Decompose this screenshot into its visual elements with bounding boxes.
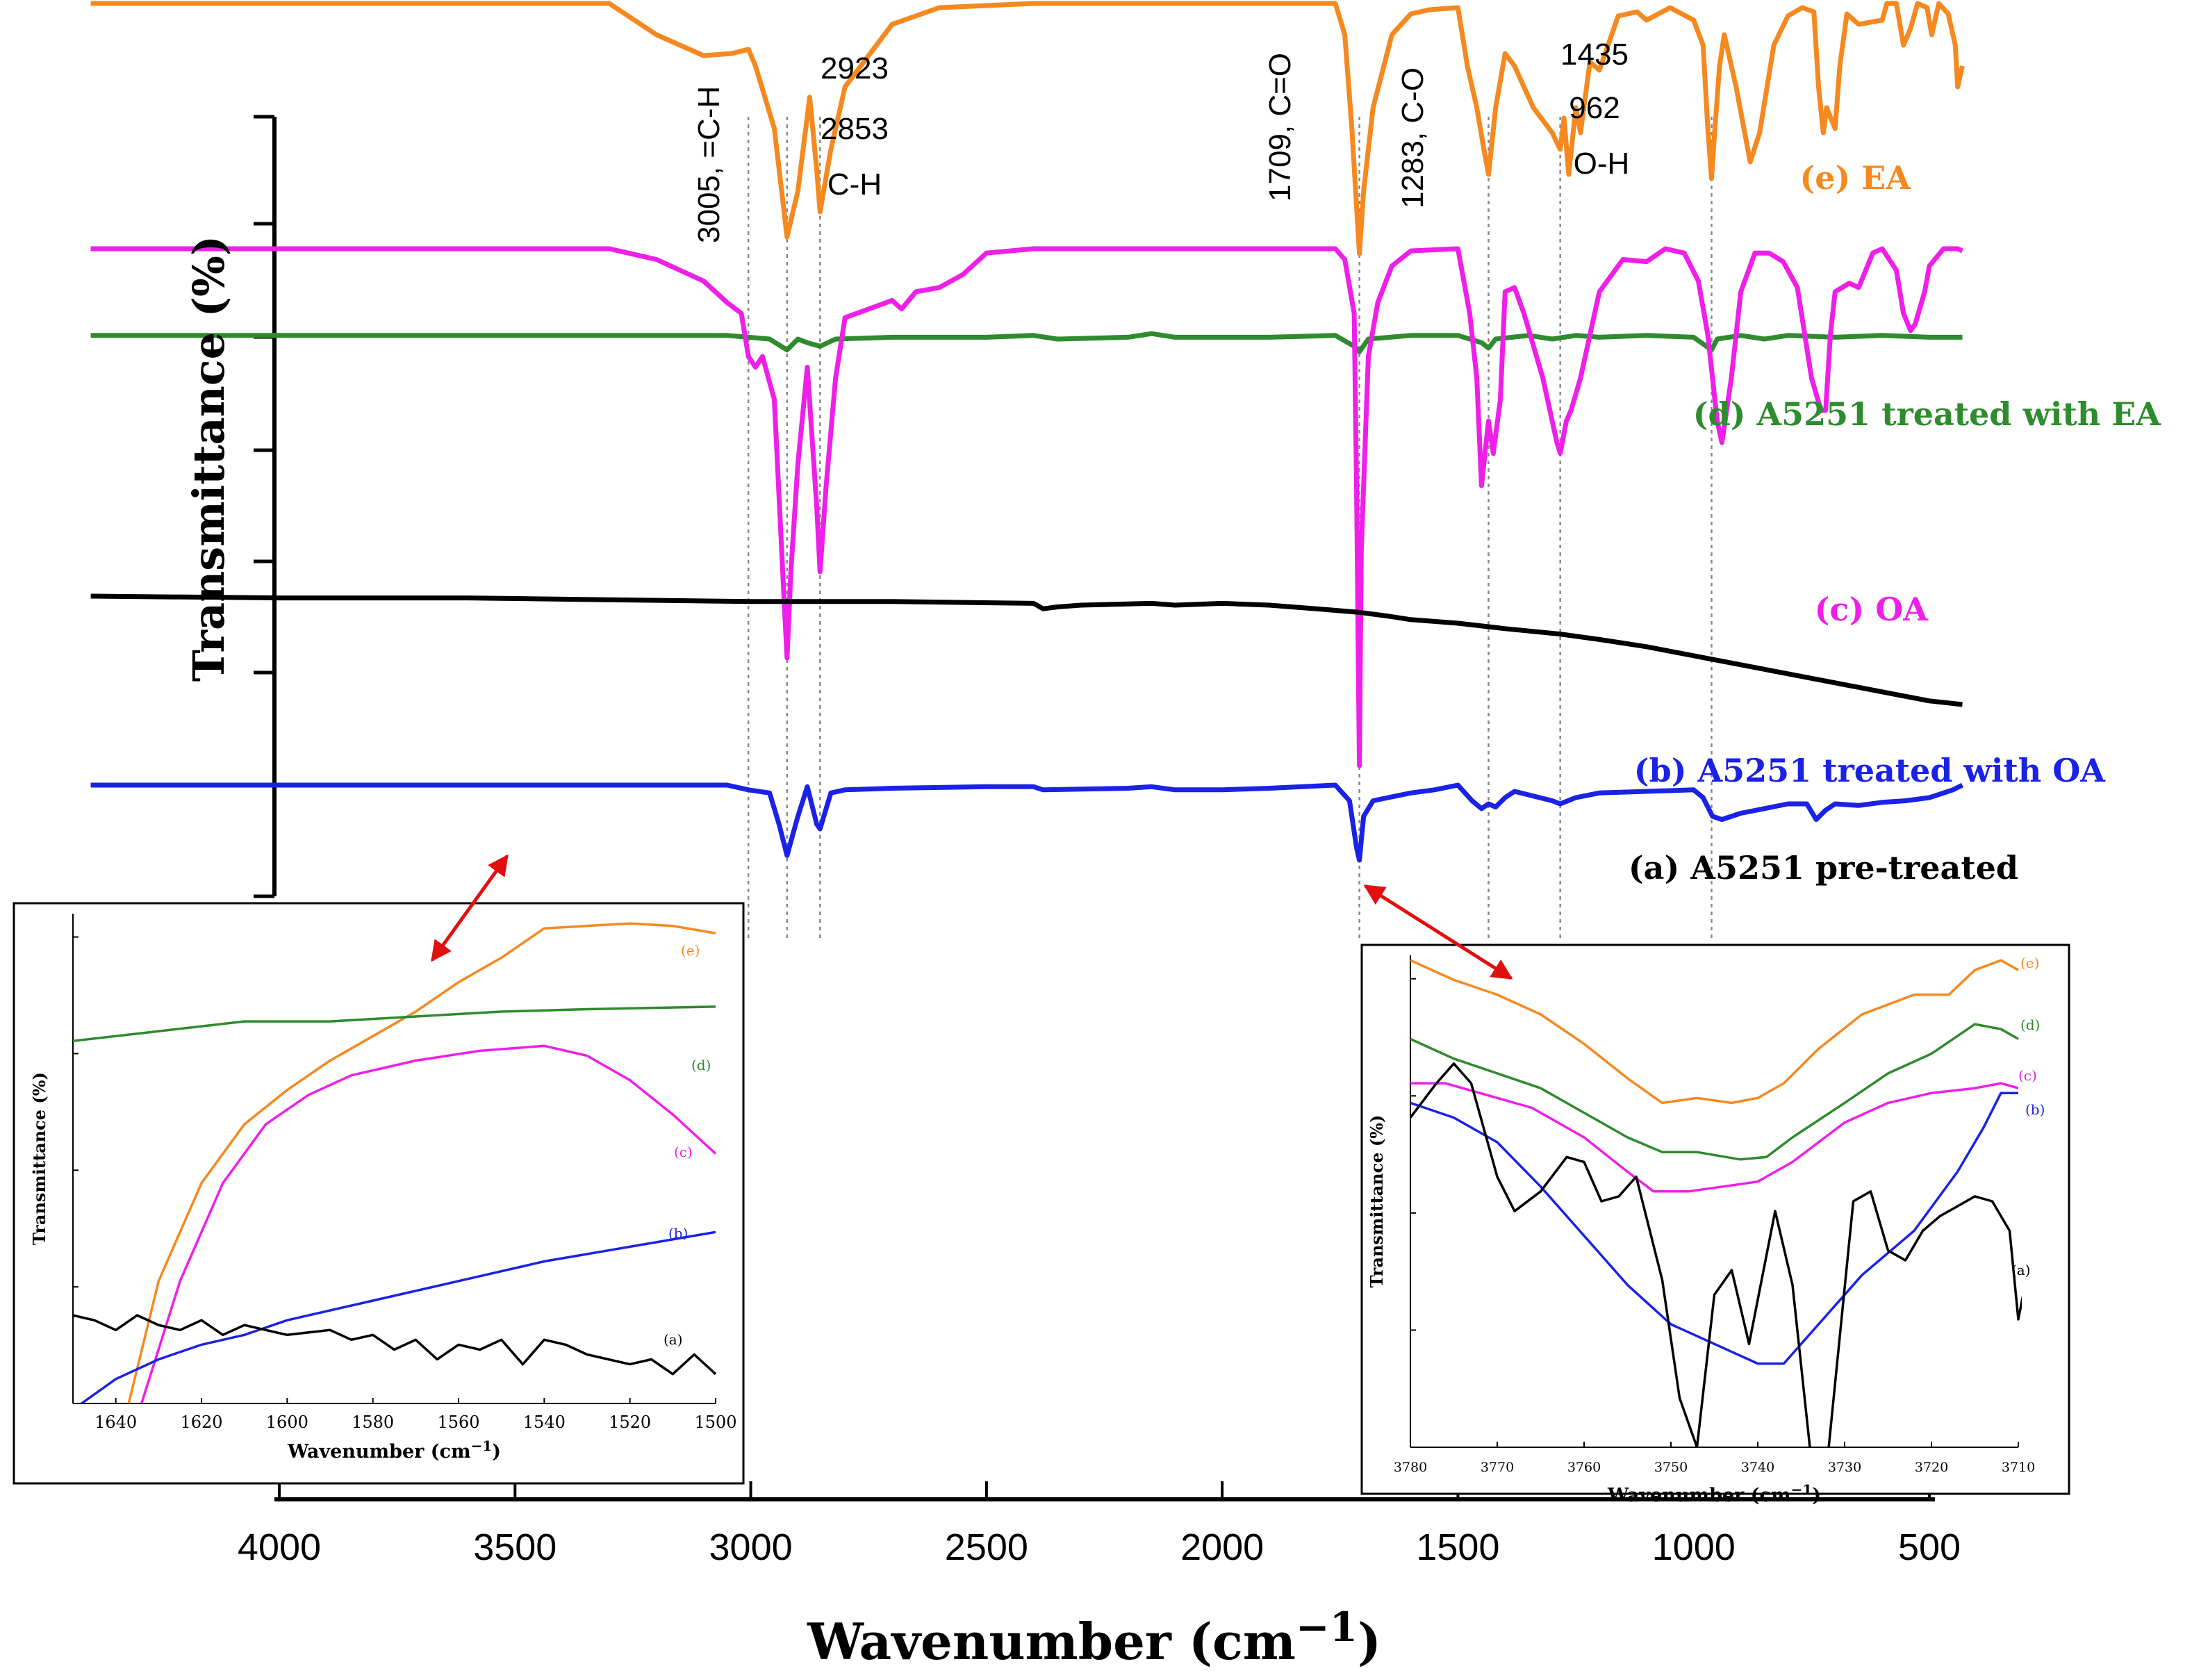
inset-x-tick-label: 1620 bbox=[180, 1413, 222, 1432]
series-labels: (e) EA (d) A5251 treated with EA (c) OA (b)… bbox=[1629, 159, 2161, 887]
inset-y-label: Transmittance (%) bbox=[1367, 1115, 1387, 1288]
x-tick-label: 1500 bbox=[1416, 1526, 1499, 1568]
inset-series-line bbox=[1410, 959, 2019, 1105]
series-label: (a) A5251 pre-treated bbox=[1629, 849, 2018, 887]
inset-series-group bbox=[1410, 959, 2022, 1447]
inset-x-tick-label: 3710 bbox=[2002, 1460, 2035, 1475]
x-tick-label: 4000 bbox=[238, 1526, 321, 1568]
inset-series-label: (a) bbox=[664, 1331, 683, 1348]
inset-series-label: (e) bbox=[681, 942, 700, 959]
main-axes: 4000 3500 3000 2500 2000 1500 1000 500 bbox=[238, 115, 1961, 1568]
x-tick-label: 1000 bbox=[1652, 1526, 1736, 1568]
zoom-arrow-right bbox=[1363, 884, 1513, 980]
peak-labels: 3005, =C-H 2923 2853 C-H 1709, C=O 1283, C-O 1… bbox=[692, 38, 1629, 243]
x-tick-label: 2000 bbox=[1180, 1526, 1264, 1568]
series-label: (d) A5251 treated with EA bbox=[1693, 395, 2162, 433]
x-tick-label: 3000 bbox=[709, 1526, 793, 1568]
inset-x-tick-label: 1560 bbox=[437, 1413, 479, 1432]
inset-series-label: (e) bbox=[2020, 955, 2039, 971]
peak-guide-lines bbox=[747, 117, 1713, 938]
peak-label: C-H bbox=[827, 167, 882, 201]
inset-series-label: (c) bbox=[674, 1144, 693, 1160]
inset-x-tick-label: 3740 bbox=[1741, 1460, 1774, 1475]
peak-label: O-H bbox=[1574, 147, 1630, 181]
peak-label: 962 bbox=[1569, 91, 1620, 125]
inset-x-label: Wavenumber (cm−1) bbox=[1607, 1481, 1821, 1506]
inset-series-label: (a) bbox=[2011, 1262, 2031, 1278]
inset-series-line bbox=[73, 1314, 717, 1376]
peak-label: 1709, C=O bbox=[1263, 53, 1297, 201]
series-label: (b) A5251 treated with OA bbox=[1634, 752, 2107, 789]
inset-x-tick-label: 3750 bbox=[1654, 1460, 1688, 1475]
inset-x-tick-label: 3720 bbox=[1915, 1460, 1948, 1475]
inset-x-label: Wavenumber (cm−1) bbox=[287, 1438, 501, 1463]
peak-label: 1283, C-O bbox=[1396, 67, 1430, 208]
series-line bbox=[90, 1, 1965, 256]
main-series-group bbox=[90, 1, 1965, 863]
inset-x-tick-label: 1600 bbox=[266, 1413, 308, 1432]
zoom-arrow-left bbox=[430, 854, 509, 962]
inset-series-group bbox=[73, 922, 717, 1403]
inset-series-line bbox=[127, 922, 716, 1403]
inset-series-label: (b) bbox=[2025, 1101, 2045, 1118]
x-axis-label: Wavenumber (cm−1) bbox=[807, 1604, 1381, 1671]
series-label: (e) EA bbox=[1799, 159, 1911, 197]
x-tick-label: 2500 bbox=[945, 1526, 1028, 1568]
inset-series-label: (d) bbox=[691, 1057, 711, 1073]
inset-series-line bbox=[1410, 1092, 2018, 1365]
inset-series-line bbox=[140, 1044, 717, 1403]
inset-y-label: Transmittance (%) bbox=[29, 1072, 49, 1245]
inset-chart-3780-3710: 3780 3770 3760 3750 3740 3730 3720 3710 (e) (d) (c… bbox=[1360, 944, 2070, 1506]
series-line bbox=[90, 782, 1964, 863]
peak-label: 1435 bbox=[1560, 38, 1629, 72]
inset-x-tick-label: 1580 bbox=[352, 1413, 394, 1432]
inset-x-tick-label: 1500 bbox=[694, 1413, 736, 1432]
inset-series-label: (b) bbox=[668, 1225, 688, 1242]
inset-x-tick-label: 1640 bbox=[94, 1413, 137, 1432]
inset-x-tick-label: 1520 bbox=[609, 1413, 651, 1432]
series-line bbox=[90, 246, 1963, 768]
x-tick-label: 500 bbox=[1898, 1526, 1961, 1568]
y-axis-label: Transmittance (%) bbox=[183, 236, 234, 682]
series-line bbox=[90, 331, 1963, 354]
series-line bbox=[90, 593, 1963, 707]
inset-series-line bbox=[73, 1005, 716, 1043]
inset-series-line bbox=[81, 1230, 716, 1403]
peak-label: 2923 bbox=[821, 51, 889, 85]
peak-label: 3005, =C-H bbox=[692, 86, 726, 243]
inset-x-tick-label: 3730 bbox=[1828, 1460, 1861, 1475]
inset-series-label: (d) bbox=[2020, 1016, 2040, 1033]
peak-label: 2853 bbox=[821, 112, 889, 146]
inset-chart-1650-1500: 1640 1620 1600 1580 1560 1540 1520 1500 (e) (d) (c… bbox=[13, 902, 745, 1485]
inset-series-label: (c) bbox=[2018, 1067, 2037, 1084]
x-tick-label: 3500 bbox=[473, 1526, 557, 1568]
inset-series-line bbox=[1410, 1062, 2022, 1447]
inset-x-tick-label: 3760 bbox=[1567, 1460, 1601, 1475]
inset-series-line bbox=[1410, 1082, 2019, 1193]
inset-x-tick-label: 1540 bbox=[523, 1413, 566, 1432]
series-label: (c) OA bbox=[1815, 591, 1929, 628]
inset-x-tick-label: 3780 bbox=[1394, 1460, 1427, 1475]
inset-series-line bbox=[1410, 1023, 2019, 1161]
inset-x-tick-label: 3770 bbox=[1481, 1460, 1514, 1475]
